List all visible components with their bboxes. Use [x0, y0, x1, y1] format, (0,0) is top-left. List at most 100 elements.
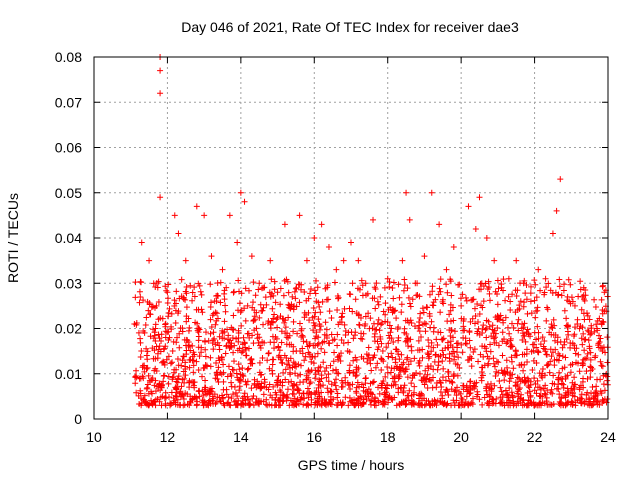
data-point [331, 349, 338, 356]
data-point [447, 278, 454, 285]
data-point [541, 390, 548, 397]
data-point [362, 280, 369, 287]
data-point [298, 334, 305, 341]
data-point [601, 387, 608, 394]
data-point [246, 400, 253, 407]
data-point [290, 398, 297, 405]
data-point [524, 358, 531, 365]
data-point [321, 368, 328, 375]
data-point [367, 315, 374, 322]
data-point [494, 316, 501, 323]
data-point [556, 283, 563, 290]
data-point [266, 381, 273, 388]
data-point [264, 357, 271, 364]
data-point [144, 384, 151, 391]
data-point [242, 396, 249, 403]
data-point [461, 402, 468, 409]
data-point [201, 399, 208, 406]
data-point [400, 359, 407, 366]
data-point [222, 350, 229, 357]
data-point [233, 370, 240, 377]
data-point [396, 401, 403, 408]
data-point [330, 358, 337, 365]
data-point [539, 334, 546, 341]
data-point [385, 394, 392, 401]
data-point [391, 394, 398, 401]
data-point [437, 399, 444, 406]
data-point [556, 352, 563, 359]
data-point [167, 360, 174, 367]
data-point [173, 366, 180, 373]
data-point [478, 377, 485, 384]
data-point [527, 290, 534, 297]
data-point [236, 387, 243, 394]
data-point [226, 212, 233, 219]
data-point [241, 390, 248, 397]
data-point [275, 344, 282, 351]
data-point [284, 386, 291, 393]
data-point [381, 284, 388, 291]
data-point [200, 365, 207, 372]
data-point [363, 351, 370, 358]
data-point [308, 358, 315, 365]
data-point [242, 285, 249, 292]
data-point [425, 365, 432, 372]
data-point [144, 356, 151, 363]
data-point [403, 337, 410, 344]
data-point [444, 318, 451, 325]
data-point [571, 374, 578, 381]
data-point [400, 388, 407, 395]
data-point [235, 329, 242, 336]
data-point [210, 337, 217, 344]
data-point [325, 378, 332, 385]
data-point [522, 290, 529, 297]
data-point [306, 317, 313, 324]
data-point [312, 342, 319, 349]
data-point [536, 400, 543, 407]
data-point [291, 363, 298, 370]
data-point [349, 308, 356, 315]
data-point [296, 212, 303, 219]
data-point [199, 373, 206, 380]
data-point [578, 399, 585, 406]
data-point [509, 291, 516, 298]
data-point [538, 372, 545, 379]
data-point [379, 320, 386, 327]
data-point [222, 308, 229, 315]
data-point [593, 325, 600, 332]
data-point [211, 335, 218, 342]
data-point [548, 331, 555, 338]
data-point [230, 391, 237, 398]
data-point [588, 330, 595, 337]
data-point [362, 389, 369, 396]
data-point [586, 398, 593, 405]
data-point [377, 293, 384, 300]
data-point [319, 397, 326, 404]
data-point [304, 343, 311, 350]
data-point [564, 372, 571, 379]
data-point [419, 305, 426, 312]
data-point [132, 294, 139, 301]
data-point [416, 347, 423, 354]
data-point [202, 361, 209, 368]
data-point [384, 275, 391, 282]
data-point [400, 287, 407, 294]
data-point [487, 297, 493, 304]
data-point [307, 285, 314, 292]
data-point [174, 379, 181, 386]
data-point [175, 362, 182, 369]
data-point [578, 391, 585, 398]
data-point [415, 337, 422, 344]
data-point [144, 364, 151, 371]
data-point [582, 336, 589, 343]
data-point [404, 392, 411, 399]
data-point [502, 314, 509, 321]
data-point [238, 349, 245, 356]
data-point [480, 298, 487, 305]
data-point [604, 334, 611, 341]
data-point [586, 316, 593, 323]
data-point [494, 301, 501, 308]
data-point [223, 284, 230, 291]
data-point [337, 357, 344, 364]
data-point [372, 305, 379, 312]
